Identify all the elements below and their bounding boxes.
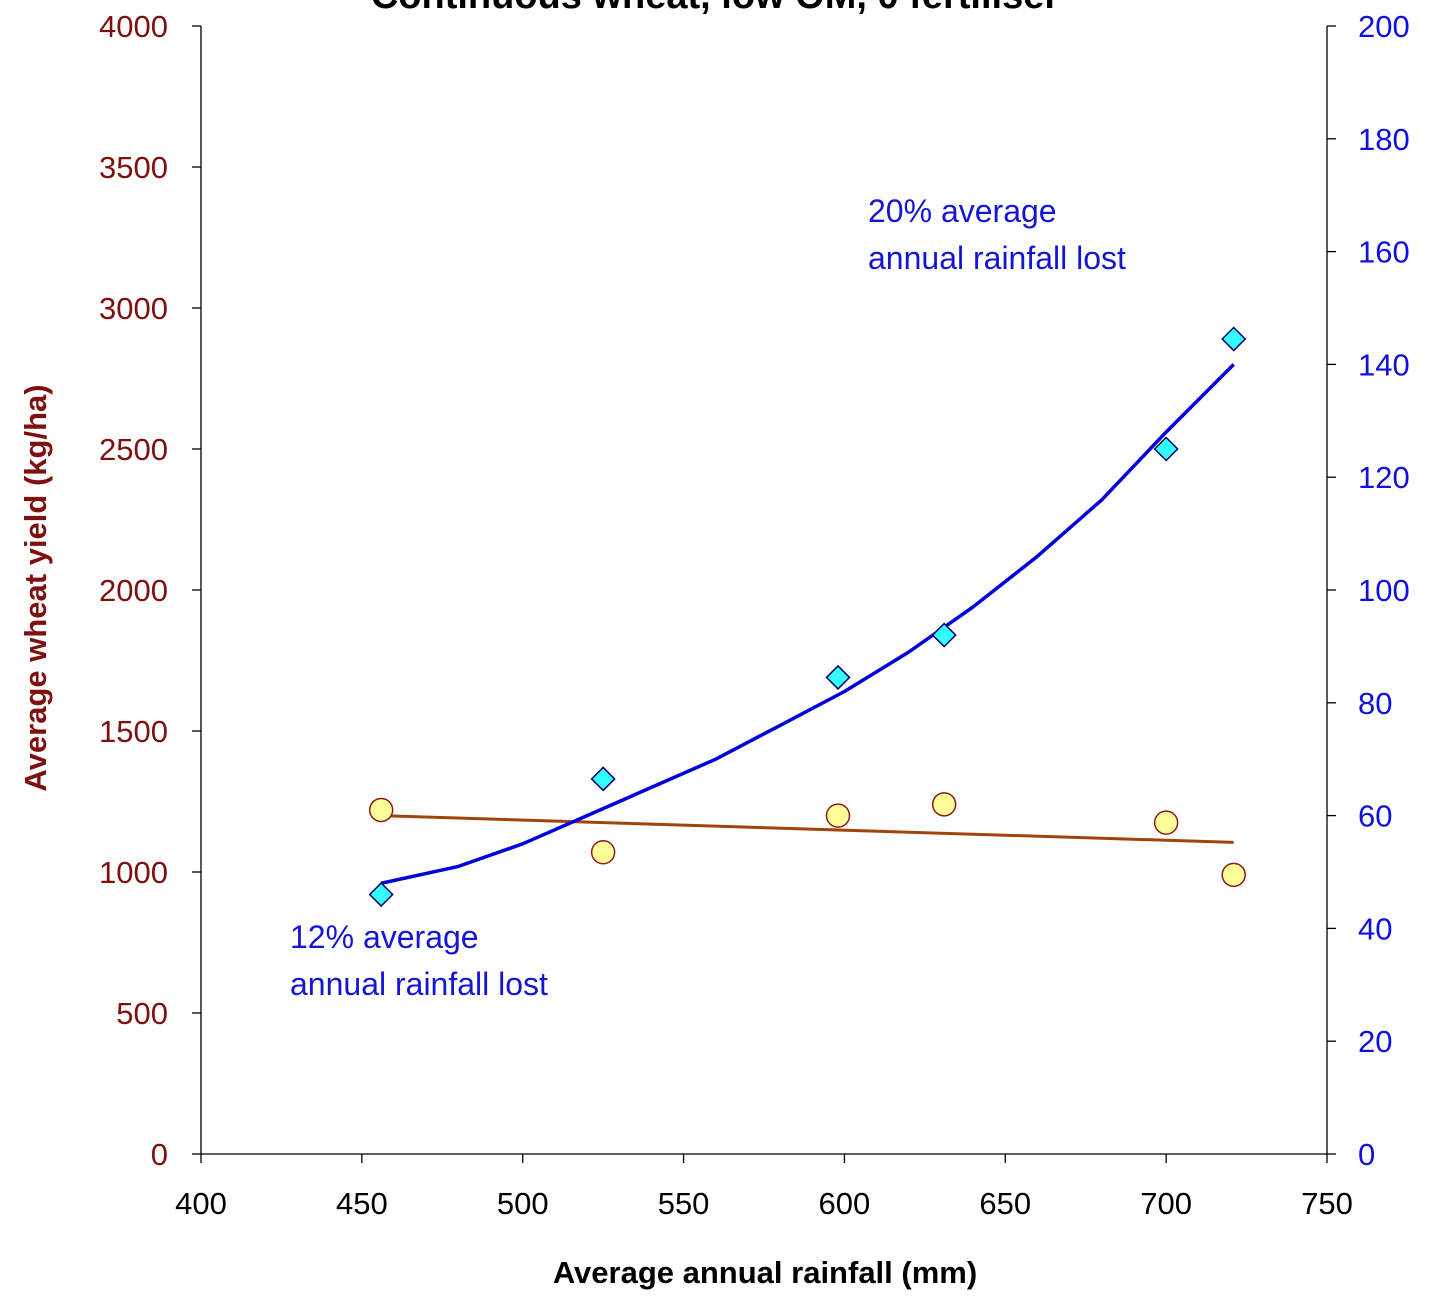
circle-marker [825,803,851,828]
right-tick-label: 120 [1358,460,1410,495]
annotation-12pct: 12% average annual rainfall lost [290,919,548,1002]
left-tick-label: 2000 [99,573,168,608]
diamond-marker [590,766,616,792]
data-markers [368,326,1247,908]
right-tick-label: 80 [1358,686,1392,721]
annotation-12pct-line1: 12% average [290,919,479,955]
circle-marker [1153,810,1179,835]
x-tick-label: 500 [497,1186,549,1221]
diamond-marker [368,881,394,908]
chart-title: Continuous wheat, low OM, 0 fertiliser [371,0,1059,17]
left-y-axis-ticks: 0 500 1000 1500 2000 2500 3000 3500 4000 [99,9,201,1172]
right-tick-label: 140 [1358,347,1410,382]
left-tick-label: 500 [116,996,168,1031]
right-tick-label: 40 [1358,911,1392,946]
x-tick-label: 750 [1301,1186,1353,1221]
annotation-20pct-line1: 20% average [868,193,1057,229]
x-axis-ticks: 400 450 500 550 600 650 700 750 [175,1154,1353,1221]
annotation-12pct-line2: annual rainfall lost [290,966,548,1002]
circle-marker [931,792,957,817]
circle-marker [590,840,616,865]
diamond-marker [1153,436,1179,462]
diamond-marker [825,664,851,690]
x-tick-label: 600 [819,1186,871,1221]
left-tick-label: 1000 [99,855,168,890]
x-tick-label: 650 [979,1186,1031,1221]
diamond-marker [1221,326,1247,352]
right-tick-label: 200 [1358,9,1410,44]
left-tick-label: 4000 [99,9,168,44]
x-axis-title: Average annual rainfall (mm) [553,1255,977,1290]
right-tick-label: 180 [1358,122,1410,157]
annotation-20pct: 20% average annual rainfall lost [868,193,1126,276]
left-tick-label: 3500 [99,150,168,185]
circle-marker [1221,862,1246,888]
right-tick-label: 160 [1358,235,1410,270]
x-tick-label: 550 [658,1186,710,1221]
x-tick-label: 450 [336,1186,388,1221]
right-tick-label: 0 [1358,1137,1375,1172]
trendline-left [381,814,1234,844]
left-tick-label: 0 [151,1137,168,1172]
left-tick-label: 1500 [99,714,168,749]
x-tick-label: 700 [1140,1186,1192,1221]
x-tick-label: 400 [175,1186,227,1221]
left-tick-label: 2500 [99,432,168,467]
right-tick-label: 60 [1358,799,1392,834]
y-axis-left-title: Average wheat yield (kg/ha) [18,384,53,791]
right-tick-label: 100 [1358,573,1410,608]
diamond-marker [931,622,957,648]
right-y-axis-ticks: 0 20 40 60 80 100 120 140 160 180 200 [1327,9,1410,1172]
trendline-right [380,363,1235,886]
annotation-20pct-line2: annual rainfall lost [868,240,1126,276]
right-tick-label: 20 [1358,1024,1392,1059]
trendlines [380,363,1235,886]
left-tick-label: 3000 [99,291,168,326]
circle-marker [368,797,394,823]
